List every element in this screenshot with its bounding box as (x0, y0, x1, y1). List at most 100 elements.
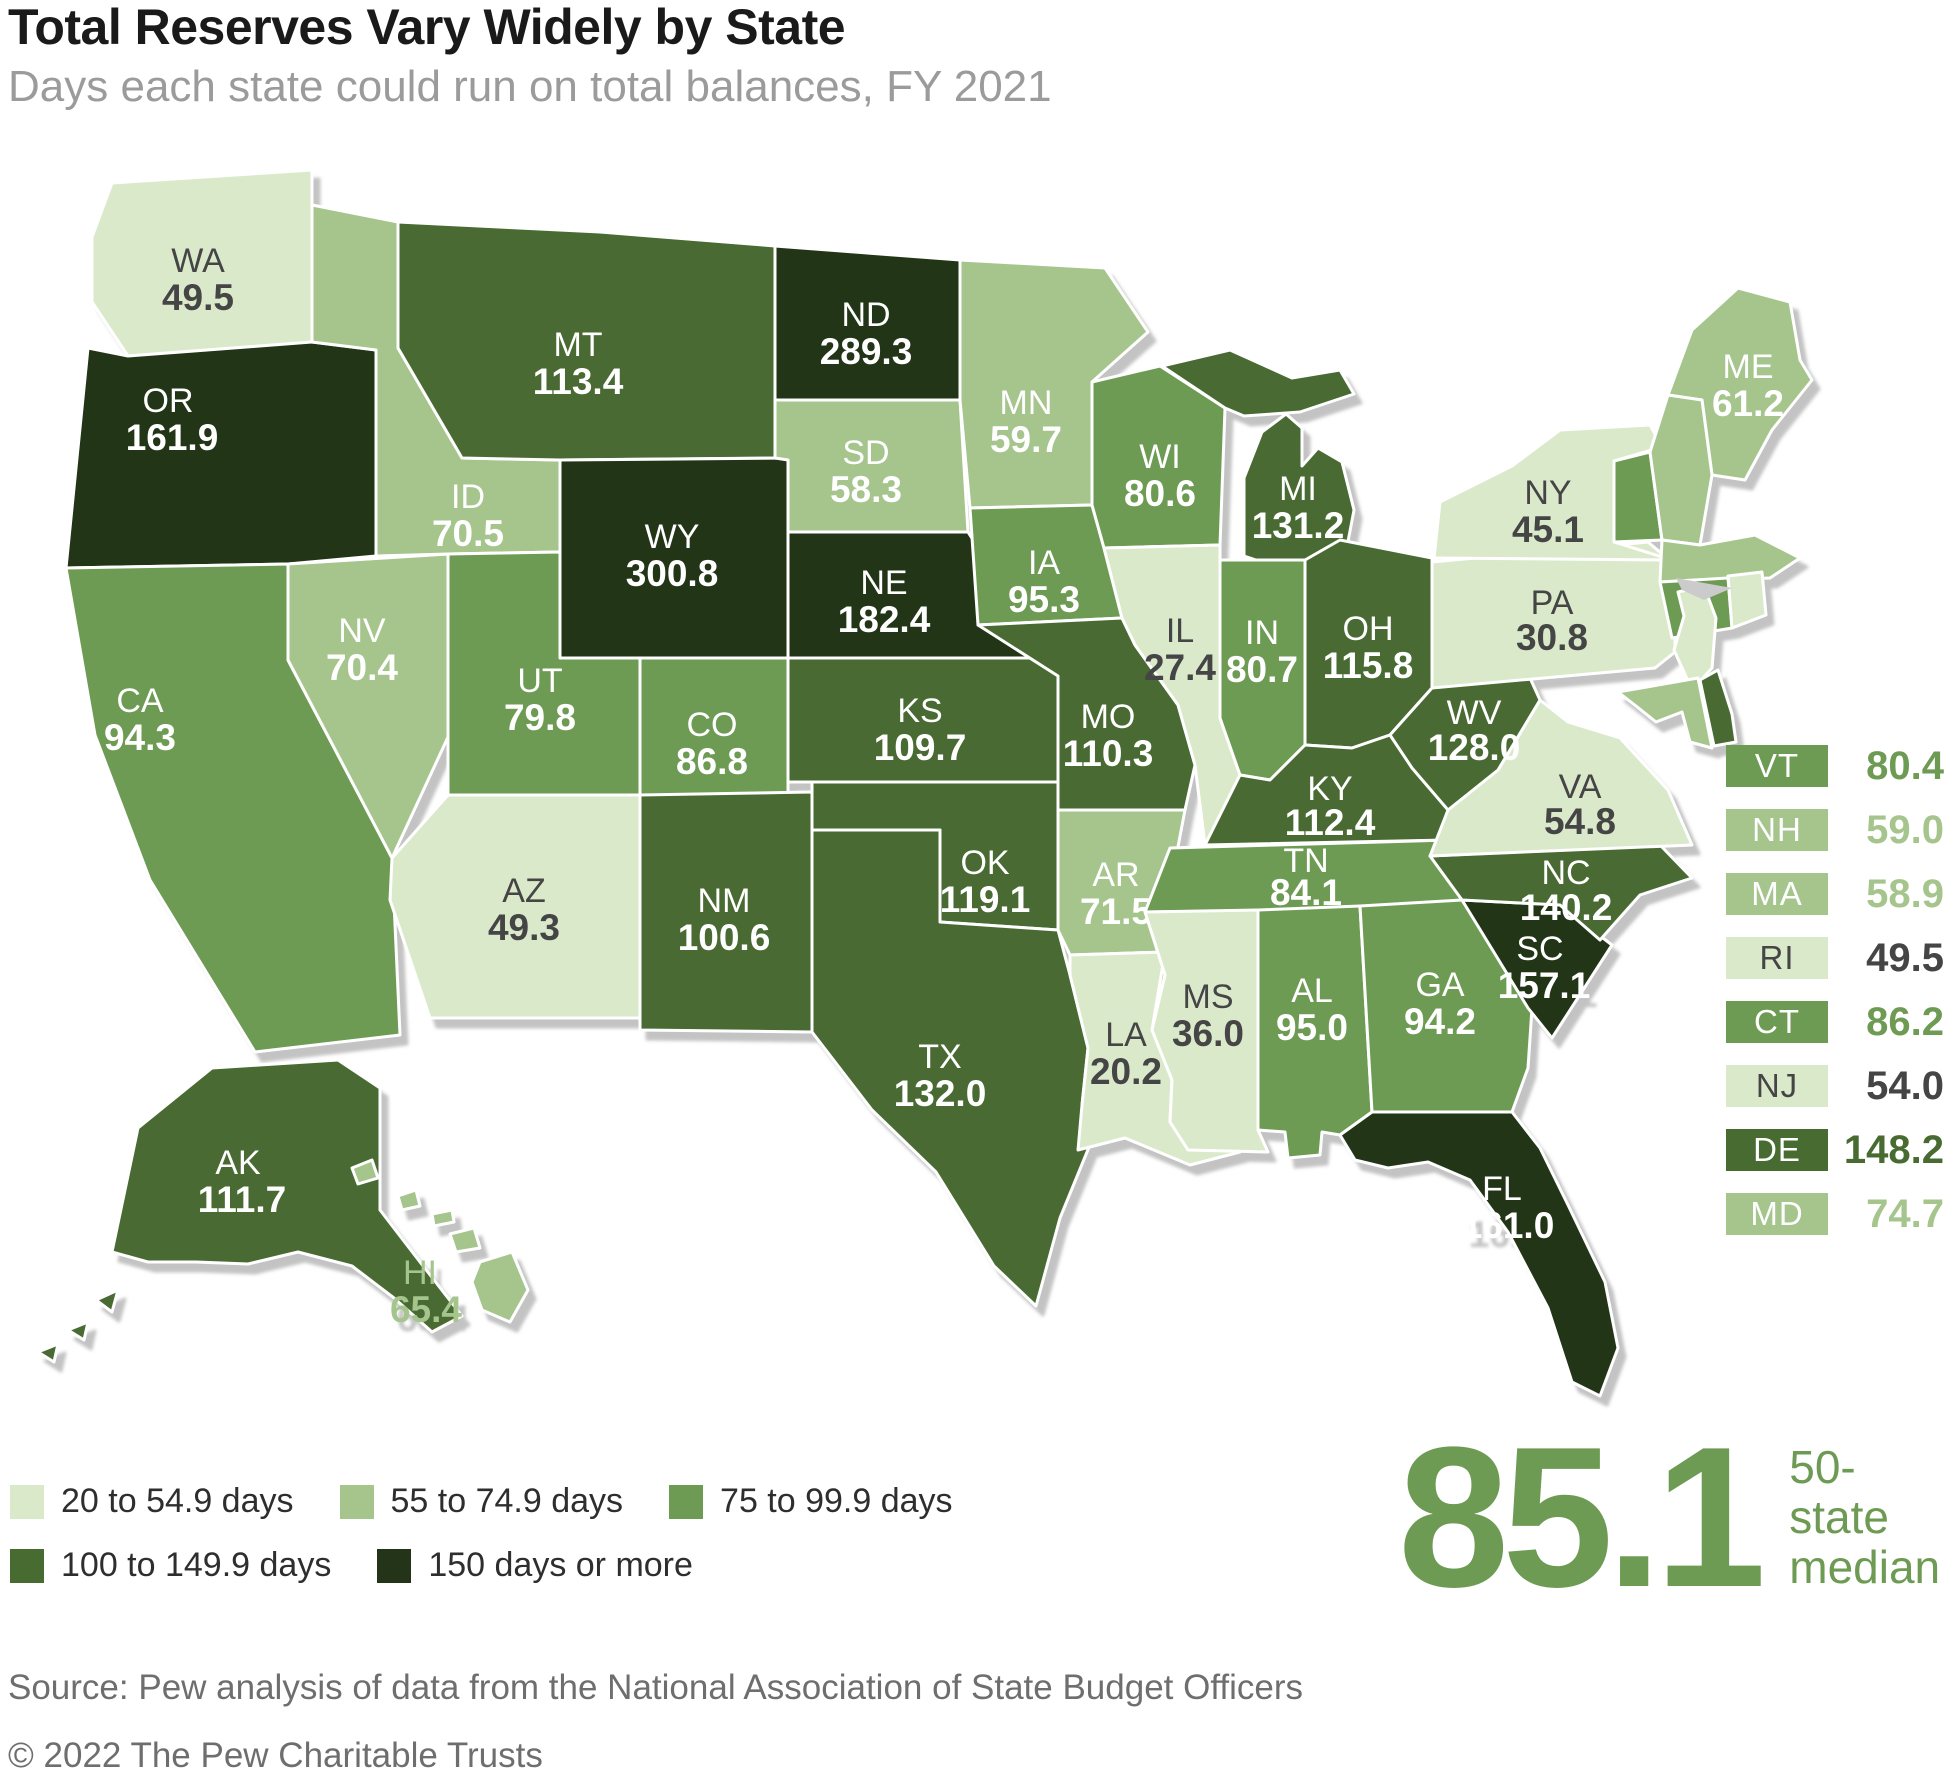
state-value-label: 157.1 (1498, 965, 1591, 1006)
state-value-label: 65.4 (390, 1289, 462, 1330)
state-abbr-label: WY (645, 518, 700, 556)
state-me[interactable]: ME 61.2 (1666, 286, 1814, 482)
state-sd[interactable]: SD 58.3 (773, 398, 970, 534)
state-fl[interactable]: FL 161.0 (1338, 1110, 1620, 1398)
state-value-label: 58.3 (830, 469, 902, 510)
state-nc[interactable]: NC 140.2 (1428, 843, 1694, 942)
state-abbr-label: MS (1183, 978, 1234, 1016)
legend-swatch-band5 (377, 1548, 412, 1583)
state-abbr-label: WA (171, 242, 225, 280)
state-ri[interactable] (1726, 570, 1768, 630)
state-abbr-label: ND (841, 296, 890, 334)
state-value-label: 94.2 (1404, 1001, 1476, 1042)
state-abbr-label: MO (1081, 698, 1136, 736)
small-state-row-ri[interactable]: RI 49.5 (1726, 936, 1944, 980)
state-tag: VT (1726, 745, 1828, 787)
state-value-label: 94.3 (104, 717, 176, 758)
legend-label: 100 to 149.9 days (61, 1546, 332, 1584)
state-wa[interactable]: WA 49.5 (90, 168, 314, 358)
state-tag: DE (1726, 1129, 1828, 1171)
small-state-row-ct[interactable]: CT 86.2 (1726, 1000, 1944, 1044)
state-abbr-label: WV (1447, 694, 1502, 732)
small-state-row-nj[interactable]: NJ 54.0 (1726, 1063, 1944, 1108)
state-value: 58.9 (1866, 871, 1944, 916)
state-wy[interactable]: WY 300.8 (558, 456, 790, 660)
state-al[interactable]: AL 95.0 (1256, 904, 1374, 1160)
state-la[interactable]: LA 20.2 (1068, 950, 1242, 1167)
state-mi[interactable]: MI 131.2 (1160, 348, 1356, 564)
state-value: 59.0 (1866, 807, 1944, 852)
state-mn[interactable]: MN 59.7 (958, 258, 1150, 510)
state-value-label: 79.8 (504, 697, 576, 738)
state-il[interactable]: IL 27.4 (1102, 543, 1242, 847)
state-tn[interactable]: TN 84.1 (1143, 838, 1484, 914)
state-value-label: 289.3 (820, 331, 913, 372)
small-states-list: VT 80.4 NH 59.0 MA 58.9 RI 49.5 CT 86.2 … (1726, 744, 1944, 1257)
state-pa[interactable]: PA 30.8 (1430, 540, 1677, 690)
state-ga[interactable]: GA 94.2 (1358, 898, 1534, 1114)
state-value-label: 132.0 (894, 1073, 987, 1114)
median-value: 85.1 (1398, 1406, 1766, 1629)
state-in[interactable]: IN 80.7 (1218, 558, 1307, 782)
legend-swatch-band4 (10, 1548, 44, 1583)
state-value-label: 113.4 (533, 361, 624, 402)
page-subtitle: Days each state could run on total balan… (8, 62, 1052, 111)
legend-label: 55 to 74.9 days (390, 1482, 624, 1520)
state-ky[interactable]: KY 112.4 (1203, 733, 1472, 847)
page-title: Total Reserves Vary Widely by State (8, 0, 846, 55)
small-state-row-md[interactable]: MD 74.7 (1726, 1192, 1944, 1236)
state-value-label: 119.1 (940, 879, 1031, 920)
state-abbr-label: AR (1092, 856, 1139, 894)
state-value-label: 70.5 (432, 513, 504, 554)
state-ia[interactable]: IA 95.3 (968, 503, 1124, 627)
state-value-label: 45.1 (1512, 509, 1584, 550)
state-nm[interactable]: NM 100.6 (638, 790, 814, 1034)
state-md[interactable] (1616, 676, 1714, 750)
state-nv[interactable]: NV 70.4 (286, 552, 450, 860)
small-state-row-ma[interactable]: MA 58.9 (1726, 871, 1944, 916)
state-ks[interactable]: KS 109.7 (786, 656, 1060, 784)
state-abbr-label: CO (687, 706, 738, 744)
state-abbr-label: AK (215, 1144, 261, 1182)
state-abbr-label: OK (960, 844, 1009, 882)
legend-item-band5: 150 days or more (377, 1546, 693, 1585)
small-state-row-nh[interactable]: NH 59.0 (1726, 807, 1944, 852)
state-wi[interactable]: WI 80.6 (1090, 364, 1227, 550)
state-value-label: 61.2 (1712, 383, 1784, 424)
state-value-label: 100.6 (678, 917, 771, 958)
state-de[interactable] (1698, 668, 1738, 748)
state-co[interactable]: CO 86.8 (638, 656, 790, 800)
state-value-label: 115.8 (1323, 645, 1414, 686)
state-value-label: 70.4 (326, 647, 398, 688)
state-nd[interactable]: ND 289.3 (773, 244, 962, 402)
small-state-row-vt[interactable]: VT 80.4 (1726, 744, 1944, 788)
state-ak[interactable]: AK 111.7 (36, 1058, 464, 1364)
state-abbr-label: SC (1516, 930, 1563, 968)
legend-item-band3: 75 to 99.9 days (669, 1482, 953, 1521)
state-az[interactable]: AZ 49.3 (388, 793, 642, 1020)
state-mt[interactable]: MT 113.4 (396, 220, 777, 462)
state-or[interactable]: OR 161.9 (64, 340, 378, 570)
state-value-label: 36.0 (1172, 1013, 1244, 1054)
state-value-label: 161.0 (1462, 1205, 1555, 1246)
state-ut[interactable]: UT 79.8 (446, 550, 642, 797)
state-abbr-label: TX (918, 1038, 961, 1076)
state-value-label: 27.4 (1144, 647, 1216, 688)
state-abbr-label: NE (860, 564, 907, 602)
state-abbr-label: NC (1541, 854, 1590, 892)
state-abbr-label: TN (1283, 842, 1328, 880)
state-hi[interactable]: HI 65.4 (350, 1158, 530, 1330)
state-va[interactable]: VA 54.8 (1428, 698, 1694, 858)
legend-item-band1: 20 to 54.9 days (10, 1482, 294, 1521)
state-tag: MD (1726, 1193, 1828, 1235)
state-abbr-label: MN (1000, 384, 1053, 422)
state-nh[interactable] (1648, 393, 1714, 547)
state-value-label: 49.3 (488, 907, 560, 948)
state-abbr-label: SD (842, 434, 889, 472)
state-value: 54.0 (1866, 1063, 1944, 1108)
state-value-label: 131.2 (1252, 505, 1345, 546)
state-sc[interactable]: SC 157.1 (1460, 898, 1614, 1040)
legend-swatch-band2 (339, 1484, 374, 1519)
small-state-row-de[interactable]: DE 148.2 (1726, 1128, 1944, 1172)
